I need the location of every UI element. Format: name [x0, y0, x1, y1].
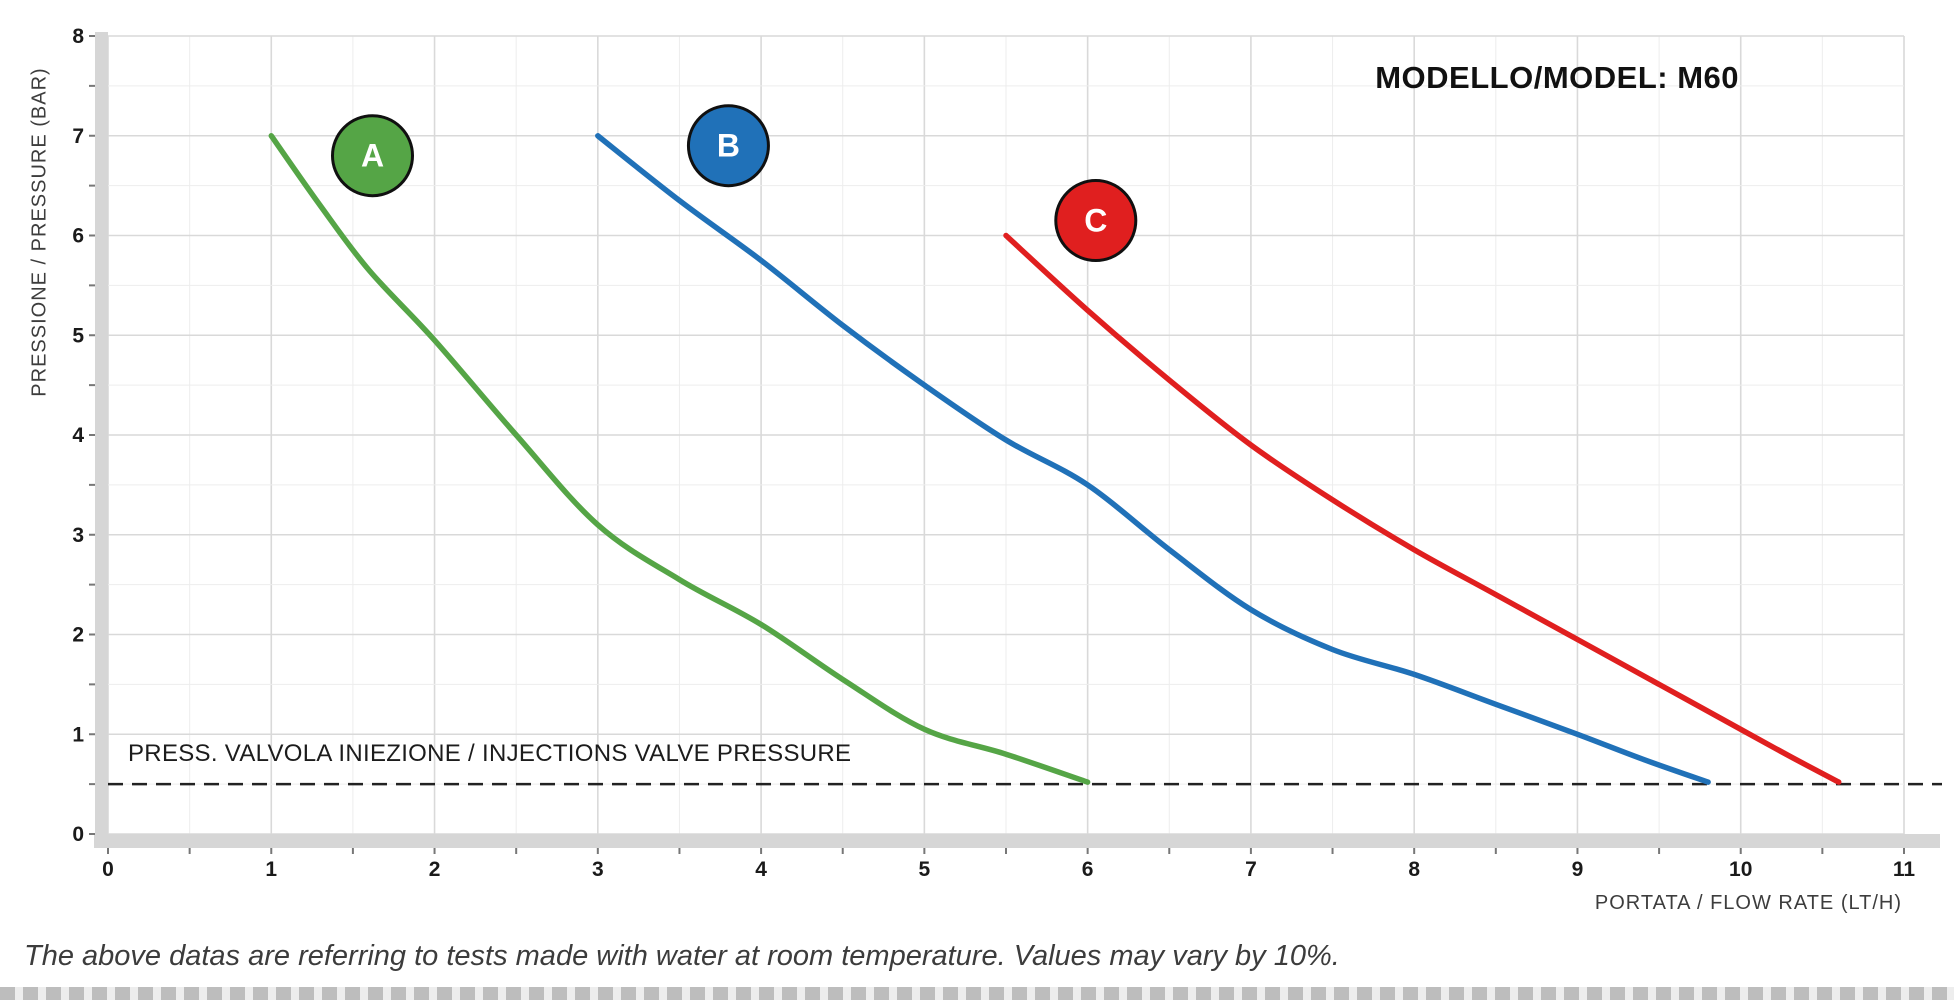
y-axis-band [95, 32, 108, 848]
y-tick-label: 6 [72, 225, 84, 248]
y-tick-label: 1 [72, 723, 84, 746]
x-axis-title: PORTATA / FLOW RATE (LT/H) [1594, 892, 1902, 914]
y-tick-label: 7 [72, 125, 84, 148]
y-tick-label: 8 [72, 25, 84, 48]
series-badge-B [686, 104, 770, 188]
curve-A [268, 133, 1091, 785]
curve-C [1003, 232, 1842, 785]
y-tick-label: 4 [72, 424, 84, 447]
x-tick-label: 3 [592, 858, 604, 881]
x-axis-band [94, 834, 1940, 848]
y-tick-label: 2 [72, 624, 84, 647]
x-tick-label: 8 [1408, 858, 1420, 881]
curve-B [595, 133, 1711, 785]
x-tick-label: 5 [919, 858, 931, 881]
x-tick-label: 0 [102, 858, 114, 881]
series-badge-label-C: C [1084, 203, 1107, 239]
y-tick-label: 5 [72, 324, 84, 347]
x-tick-label: 4 [755, 858, 767, 881]
x-tick-label: 6 [1082, 858, 1094, 881]
y-tick-label: 3 [72, 524, 84, 547]
x-tick-label: 11 [1893, 858, 1916, 881]
y-tick-label: 0 [72, 823, 84, 846]
x-tick-label: 9 [1572, 858, 1584, 881]
x-tick-label: 10 [1729, 858, 1752, 881]
series-badge-label-A: A [361, 138, 384, 174]
cropped-bottom-strip [0, 987, 1954, 1000]
series-badge-A [331, 114, 415, 198]
series-badge-C [1054, 179, 1138, 263]
y-axis-title: PRESSIONE / PRESSURE (BAR) [28, 67, 51, 397]
footnote-caption: The above datas are referring to tests m… [24, 940, 1340, 972]
x-tick-label: 2 [429, 858, 441, 881]
model-title: MODELLO/MODEL: M60 [1375, 60, 1739, 95]
x-tick-label: 1 [265, 858, 277, 881]
injection-valve-pressure-label: PRESS. VALVOLA INIEZIONE / INJECTIONS VA… [128, 740, 852, 767]
x-tick-label: 7 [1245, 858, 1257, 881]
series-badge-label-B: B [717, 128, 740, 164]
